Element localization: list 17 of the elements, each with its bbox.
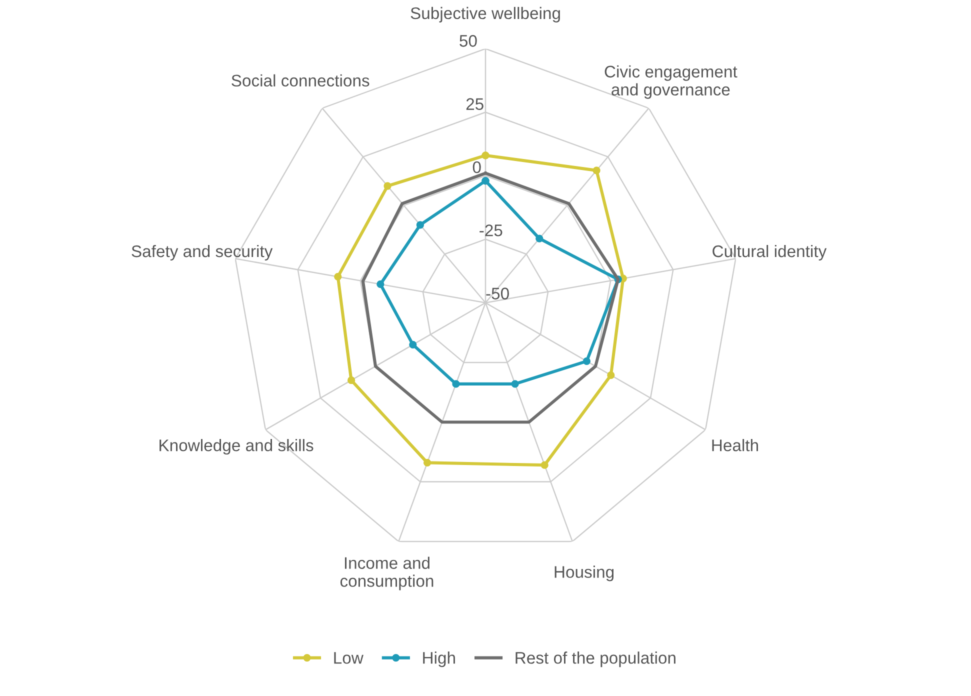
spoke-label: Housing <box>554 566 614 582</box>
spoke-label: Cultural identity <box>712 244 827 261</box>
spoke-label: Civic engagement and governance <box>604 65 738 99</box>
legend-label: Rest of the population <box>516 652 676 668</box>
y-tick-label: -25 <box>480 224 502 236</box>
y-tick-label: 50 <box>460 35 477 47</box>
y-tick-label: -50 <box>486 288 509 300</box>
y-tick-label: 0 <box>472 161 481 174</box>
legend-label: Low <box>334 652 364 664</box>
spoke-label: Social connections <box>232 74 370 87</box>
spoke-label: Subjective wellbeing <box>410 6 560 22</box>
spoke-label: Income and consumption <box>340 556 434 590</box>
spoke-label: Safety and security <box>132 244 273 261</box>
y-tick-label: 25 <box>466 98 484 110</box>
spoke-label: Knowledge and skills <box>160 439 314 455</box>
spoke-label: Health <box>712 439 758 452</box>
legend-label: High <box>423 652 455 668</box>
